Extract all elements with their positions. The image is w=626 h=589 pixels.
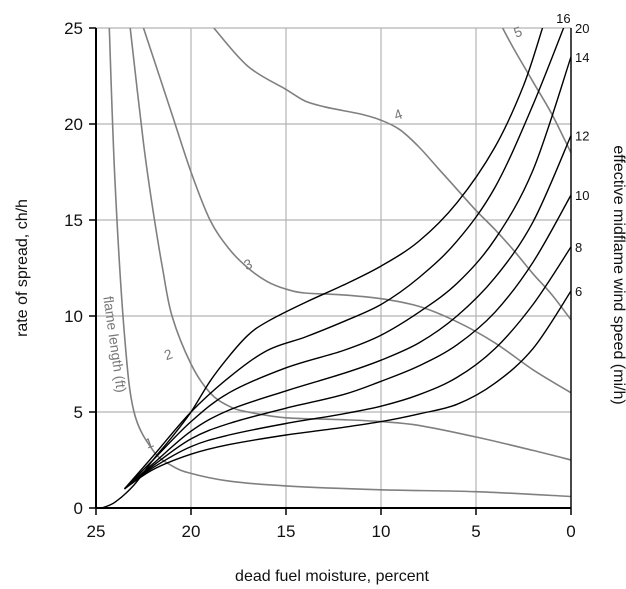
flame-length-label-4: 4 [392,105,405,123]
y2-axis-label: effective midflame wind speed (mi/h) [610,145,626,404]
wind-speed-curve-10 [124,194,571,490]
x-tick-label: 0 [566,522,575,541]
x-tick-label: 25 [87,522,106,541]
y-axis-label: rate of spread, ch/h [14,199,31,337]
wind-speed-curve-6 [124,290,571,490]
wind-speed-label-12: 12 [575,129,589,144]
y-tick-labels: 0 5 10 15 20 25 [64,19,83,518]
flame-length-curve-1 [108,28,571,498]
x-tick-label: 10 [372,522,391,541]
flame-length-curve-4 [213,28,571,321]
flame-length-label-2: 2 [162,345,175,363]
wind-speed-label-16: 16 [556,11,570,26]
x-tick-label: 15 [277,522,296,541]
x-tick-labels: 25 20 15 10 5 0 [87,522,576,541]
flame-length-label-1: 1 [143,434,156,452]
y-tick-label: 25 [64,19,83,38]
wind-speed-labels: 6 8 10 12 14 16 20 [556,11,589,299]
flame-length-labels: 1 2 3 4 5 [143,23,525,452]
x-tick-label: 20 [182,522,201,541]
x-axis-label: dead fuel moisture, percent [235,568,429,585]
wind-speed-curves [101,28,571,508]
wind-speed-curve-20 [101,28,544,508]
y-tick-label: 10 [64,307,83,326]
flame-length-curve-5 [501,28,571,154]
y-tick-label: 5 [74,403,83,422]
wind-speed-label-14: 14 [575,50,589,65]
wind-speed-curve-8 [124,246,571,490]
wind-speed-curve-12 [124,135,571,490]
wind-speed-label-8: 8 [575,240,582,255]
wind-speed-label-20: 20 [575,21,589,36]
plot-axes [89,27,572,515]
y-tick-label: 0 [74,499,83,518]
wind-speed-label-6: 6 [575,284,582,299]
wind-speed-label-10: 10 [575,188,589,203]
flame-length-label-3: 3 [242,255,255,273]
y-tick-label: 20 [64,115,83,134]
wind-speed-curve-14 [124,56,571,490]
y-tick-label: 15 [64,211,83,230]
x-tick-label: 5 [471,522,480,541]
flame-length-label-5: 5 [511,23,524,41]
flame-length-curve-3 [142,28,571,394]
flame-length-curve-2 [129,28,571,461]
